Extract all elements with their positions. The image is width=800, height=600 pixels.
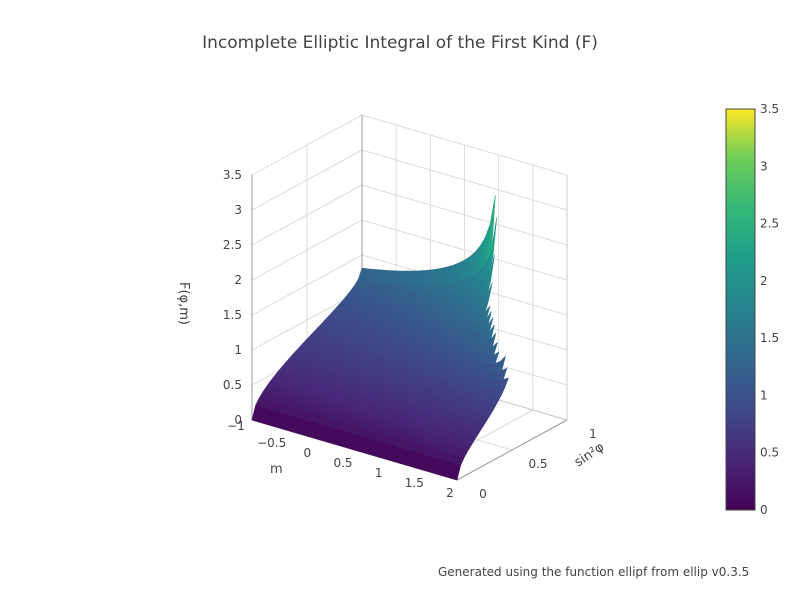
- z-tick-label: 2: [234, 273, 242, 287]
- z-tick-label: 0: [234, 413, 242, 427]
- z-tick-label: 1.5: [223, 308, 242, 322]
- colorbar-tick-label: 3: [760, 159, 768, 173]
- footer-note: Generated using the function ellipf from…: [438, 565, 750, 579]
- y-tick-label: 1: [589, 427, 597, 441]
- x-tick-label: −0.5: [257, 436, 286, 450]
- axis-ticks: −1 −0.5 0 0.5 1 1.5 2 0 0.5 1 0 0.5 1 1.5 2 2.5 3 3.5: [223, 168, 597, 501]
- surface-mesh: [251, 195, 509, 481]
- x-tick-label: 1: [375, 466, 383, 480]
- x-tick-label: 1.5: [405, 476, 424, 490]
- colorbar-tick-label: 3.5: [760, 102, 779, 116]
- z-tick-label: 0.5: [223, 378, 242, 392]
- x-tick-label: −1: [227, 419, 245, 433]
- colorbar-gradient: [725, 108, 756, 511]
- colorbar-tick-label: 0.5: [760, 446, 779, 460]
- y-tick-label: 0: [479, 487, 487, 501]
- colorbar-tick-label: 0: [760, 503, 768, 517]
- y-axis-line: [456, 419, 568, 481]
- colorbar: 0 0.5 1 1.5 2 2.5 3 3.5: [725, 102, 779, 517]
- colorbar-tick-label: 2.5: [760, 217, 779, 231]
- chart-title: Incomplete Elliptic Integral of the Firs…: [202, 33, 598, 53]
- z-tick-label: 3: [234, 203, 242, 217]
- surface-patch: [357, 267, 368, 281]
- x-axis-title: m: [270, 462, 283, 477]
- x-tick-label: 0.5: [333, 456, 352, 470]
- z-axis-title: F(φ,m): [176, 282, 191, 325]
- colorbar-tick-label: 2: [760, 274, 768, 288]
- colorbar-tick-label: 1.5: [760, 331, 779, 345]
- colorbar-tick-label: 1: [760, 388, 768, 402]
- y-axis-title: sin²φ: [572, 440, 607, 471]
- z-tick-label: 1: [234, 343, 242, 357]
- x-tick-label: 0: [304, 446, 312, 460]
- x-tick-label: 2: [446, 486, 454, 500]
- z-tick-label: 2.5: [223, 238, 242, 252]
- y-tick-label: 0.5: [528, 457, 547, 471]
- surface-patch: [486, 195, 496, 262]
- z-tick-label: 3.5: [223, 168, 242, 182]
